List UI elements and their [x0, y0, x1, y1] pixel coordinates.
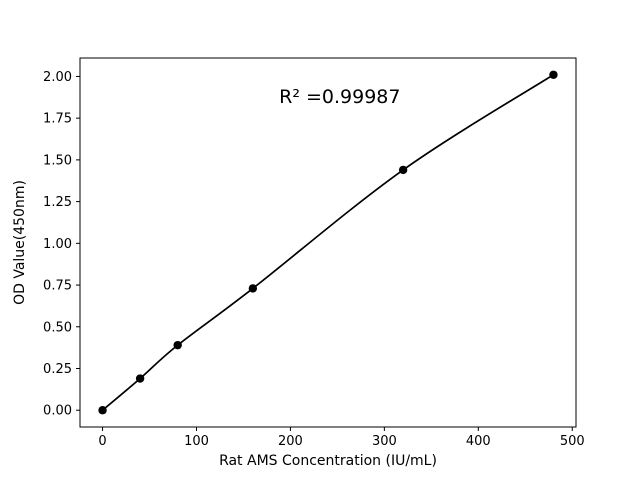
data-point-marker: [98, 406, 107, 415]
data-point-marker: [398, 165, 408, 175]
y-tick-label: 0.00: [43, 404, 72, 419]
y-tick-label: 0.75: [43, 279, 72, 294]
x-tick-label: 500: [560, 434, 585, 449]
x-tick-label: 300: [372, 434, 397, 449]
fit-curve: [102, 74, 554, 411]
y-tick-label: 1.25: [43, 195, 72, 210]
x-axis-label: Rat AMS Concentration (IU/mL): [219, 453, 437, 469]
y-axis-label: OD Value(450nm): [12, 180, 28, 305]
y-tick-label: 1.50: [43, 153, 72, 168]
y-tick-label: 0.25: [43, 362, 72, 377]
data-point-marker: [248, 284, 258, 293]
r-squared-annotation: R² =0.99987: [279, 86, 400, 108]
data-point-marker: [135, 374, 145, 383]
x-tick-label: 0: [98, 434, 106, 449]
plot-frame: [79, 57, 577, 428]
y-tick-label: 2.00: [43, 70, 72, 85]
x-tick-label: 200: [278, 434, 303, 449]
y-tick-label: 1.75: [43, 112, 72, 127]
data-point-marker: [173, 340, 182, 350]
x-tick-label: 400: [466, 434, 491, 449]
x-tick-label: 100: [184, 434, 209, 449]
y-tick-label: 0.50: [43, 320, 72, 335]
data-point-marker: [549, 70, 558, 79]
y-tick-label: 1.00: [43, 237, 72, 252]
